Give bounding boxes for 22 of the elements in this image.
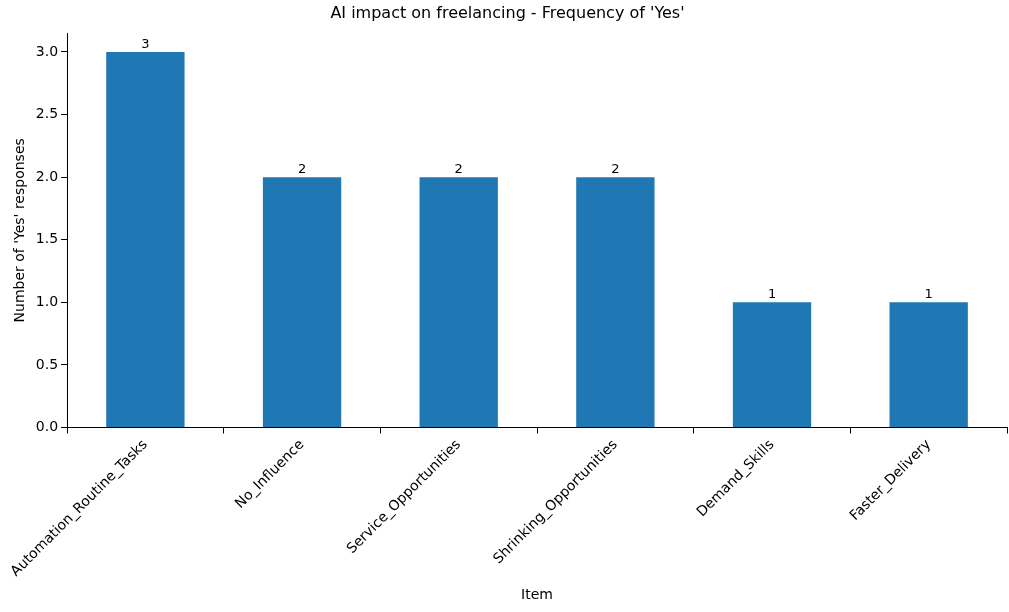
y-tick-label: 0.5 [35, 355, 59, 372]
y-tick-label: 0.0 [35, 418, 59, 435]
data-label: 3 [141, 35, 150, 51]
data-label: 2 [611, 161, 620, 177]
y-tick-label: 3.0 [35, 42, 59, 59]
bar [106, 51, 185, 427]
y-tick-label: 1.5 [35, 230, 59, 247]
y-tick-label: 2.5 [35, 105, 59, 122]
bar [419, 177, 498, 427]
data-label: 2 [297, 161, 307, 177]
y-tick-label: 1.0 [35, 292, 59, 309]
data-label: 1 [767, 286, 777, 302]
y-axis-title: Number of 'Yes' responses [11, 138, 28, 323]
bar [889, 302, 968, 427]
chart-title: AI impact on freelancing - Frequency of 'Yes' [330, 2, 685, 22]
y-tick-label: 2.0 [35, 167, 59, 184]
bar [576, 177, 655, 427]
data-label: 1 [924, 286, 933, 302]
x-axis-title: Item [521, 586, 553, 603]
bar [732, 302, 812, 427]
data-label: 2 [454, 161, 463, 177]
bar [262, 177, 342, 427]
